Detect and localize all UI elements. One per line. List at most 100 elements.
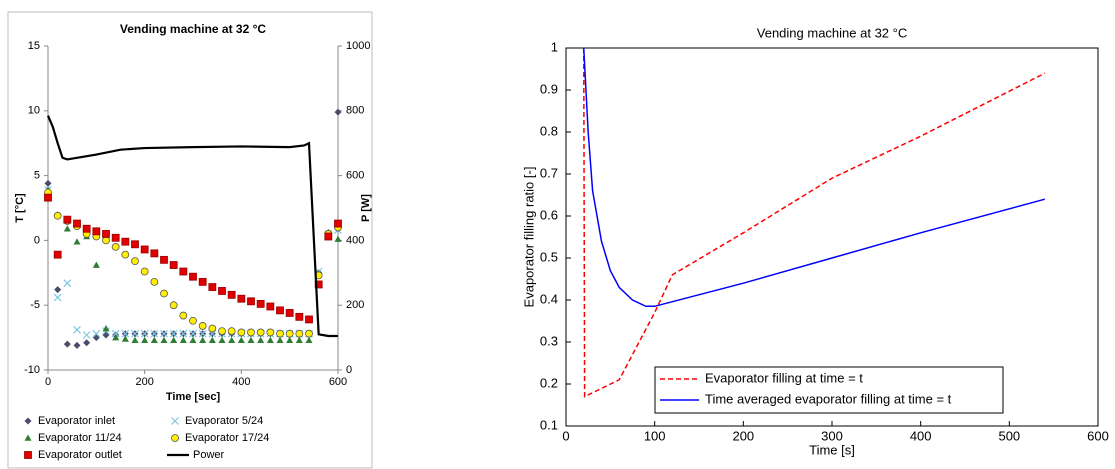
marker <box>324 232 333 241</box>
series-line <box>46 115 338 338</box>
marker <box>179 329 188 338</box>
marker <box>121 335 129 342</box>
marker <box>111 329 120 338</box>
y-tick-label: 0.2 <box>540 375 558 390</box>
x-tick-label: 400 <box>910 428 932 443</box>
marker <box>247 328 255 337</box>
marker <box>24 417 32 425</box>
marker <box>295 336 303 343</box>
y-tick-label: 0 <box>34 234 40 246</box>
y2-axis-label: P [W] <box>360 194 372 222</box>
marker <box>92 227 101 236</box>
y-tick-label: 10 <box>28 105 40 117</box>
y-tick-label: 0.9 <box>540 81 558 96</box>
y2-tick-label: 400 <box>346 234 364 246</box>
x-tick-label: 600 <box>329 376 347 388</box>
marker <box>218 336 226 343</box>
marker <box>63 225 71 232</box>
marker <box>102 236 110 245</box>
x-tick-label: 200 <box>732 428 754 443</box>
marker <box>53 250 62 259</box>
marker <box>140 245 149 254</box>
y-tick-label: 0.3 <box>540 333 558 348</box>
marker <box>276 329 284 338</box>
marker <box>266 336 274 343</box>
x-axis-label: Time [sec] <box>166 391 221 403</box>
marker <box>334 108 342 116</box>
marker <box>247 297 255 306</box>
marker <box>276 336 284 343</box>
marker <box>208 336 216 343</box>
marker <box>334 235 342 242</box>
marker <box>63 215 72 224</box>
legend-box <box>654 366 1004 414</box>
y-tick-label: 0.4 <box>540 291 558 306</box>
marker <box>82 224 91 233</box>
marker <box>208 324 217 333</box>
marker <box>171 417 179 425</box>
marker <box>112 334 120 341</box>
marker <box>63 279 72 288</box>
marker <box>169 301 178 310</box>
legend-label: Evaporator inlet <box>38 415 115 427</box>
marker <box>131 240 139 249</box>
marker <box>295 329 304 338</box>
y-axis-label: Evaporator filling ratio [-] <box>521 167 536 308</box>
marker <box>140 267 149 276</box>
marker <box>111 233 120 242</box>
marker <box>237 328 246 337</box>
marker <box>266 328 275 337</box>
x-tick-label: 300 <box>821 428 843 443</box>
marker <box>305 315 313 324</box>
marker <box>53 211 62 220</box>
y-axis-label: T [°C] <box>14 193 26 223</box>
legend-label: Evaporator 11/24 <box>38 432 122 444</box>
marker <box>198 277 207 286</box>
marker <box>169 261 178 269</box>
marker <box>189 272 197 281</box>
marker <box>305 329 313 338</box>
marker <box>150 336 158 343</box>
marker <box>237 294 246 303</box>
marker <box>121 237 130 246</box>
y-tick-label: 0.5 <box>540 249 558 264</box>
marker <box>24 434 32 441</box>
marker <box>73 219 81 228</box>
marker <box>44 193 52 202</box>
x-tick-label: 600 <box>1087 428 1109 443</box>
marker <box>198 329 207 338</box>
marker <box>102 230 110 238</box>
marker <box>170 336 178 343</box>
y2-tick-label: 800 <box>346 105 364 117</box>
marker <box>121 329 130 338</box>
y-tick-label: 0.7 <box>540 165 558 180</box>
marker <box>150 329 159 338</box>
series-line <box>582 47 1045 308</box>
x-axis-label: Time [s] <box>809 442 855 457</box>
y2-tick-label: 600 <box>346 170 364 182</box>
x-tick-label: 0 <box>562 428 569 443</box>
marker <box>218 287 226 295</box>
marker <box>73 341 81 349</box>
marker <box>218 327 226 336</box>
x-tick-label: 500 <box>998 428 1020 443</box>
marker <box>228 336 236 343</box>
y-tick-label: 0.6 <box>540 207 558 222</box>
legend-label: Evaporator 5/24 <box>185 415 263 427</box>
marker <box>257 336 265 343</box>
marker <box>160 336 168 343</box>
marker <box>189 329 197 338</box>
y-tick-label: 15 <box>28 40 40 52</box>
marker <box>160 289 168 298</box>
marker <box>276 306 284 315</box>
marker <box>189 336 197 343</box>
y2-tick-label: 0 <box>346 364 352 376</box>
marker <box>256 328 265 337</box>
marker <box>102 325 110 332</box>
legend-label: Power <box>193 449 225 461</box>
marker <box>208 283 217 291</box>
marker <box>199 336 207 343</box>
marker <box>82 331 91 339</box>
marker <box>73 238 81 245</box>
